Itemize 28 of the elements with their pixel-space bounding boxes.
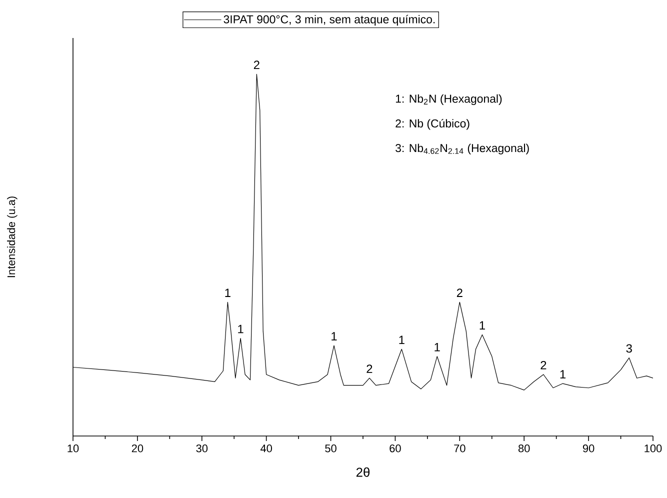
- x-tick-label: 70: [454, 444, 466, 452]
- x-tick-label: 30: [196, 444, 208, 452]
- y-axis-title: Intensidade (u.a): [7, 196, 18, 278]
- annotation: 1: Nb$_{2}$N (Hexagonal): [396, 94, 502, 106]
- annotation: 2: [456, 288, 462, 297]
- annotation: 1: [434, 343, 440, 352]
- annotation: 2: Nb (Cúbico): [396, 118, 470, 130]
- annotation: 2: [366, 364, 372, 373]
- annotation: 2: [540, 360, 546, 370]
- annotation: 1: [225, 288, 230, 297]
- legend-label: 3IPAT 900°C, 3 min, sem ataque químico.: [224, 14, 435, 26]
- x-tick-label: 100: [644, 444, 662, 452]
- x-tick-label: 60: [390, 444, 401, 452]
- x-axis-title: 2θ: [356, 467, 370, 477]
- x-tick-label: 90: [582, 444, 594, 452]
- annotation: 1: [480, 321, 485, 330]
- annotation: 3: [626, 344, 632, 353]
- annotation: 3: Nb$_{4.62}$N$_{2.14}$ (Hexagonal): [396, 144, 529, 154]
- x-tick-label: 80: [518, 444, 530, 452]
- x-tick-label: 40: [260, 444, 272, 452]
- annotation: 1: [560, 370, 566, 378]
- annotation: 1: [332, 332, 337, 340]
- annotation: 2: [254, 60, 260, 69]
- x-tick-label: 50: [325, 444, 336, 452]
- x-tick-label: 10: [68, 444, 79, 452]
- x-tick-label: 20: [132, 444, 144, 452]
- annotation: 1: [238, 324, 244, 334]
- annotation: 1: [399, 336, 404, 344]
